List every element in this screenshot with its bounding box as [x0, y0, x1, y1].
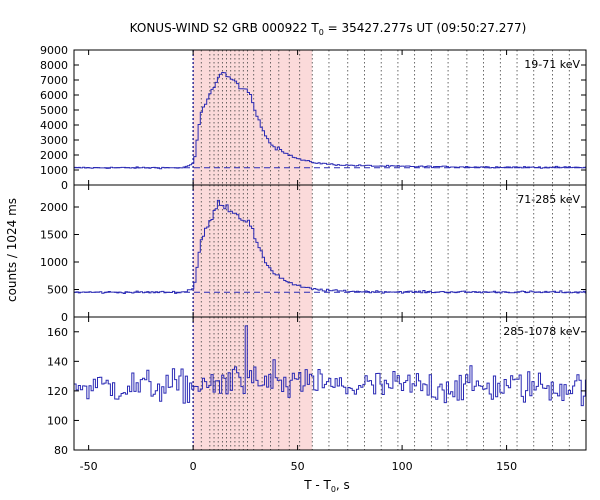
panel-frame — [73, 49, 587, 186]
lightcurve-series — [74, 199, 586, 294]
x-axis-label: T - T0, s — [303, 478, 350, 494]
y-tick-label: 5000 — [40, 104, 68, 117]
x-tick-label: 150 — [496, 460, 517, 473]
lightcurve-series — [74, 325, 586, 407]
y-tick-label: 80 — [54, 444, 68, 457]
y-tick-label: 0 — [61, 311, 68, 324]
panel-frame — [73, 316, 587, 451]
y-tick-label: 9000 — [40, 44, 68, 57]
y-tick-label: 160 — [47, 326, 68, 339]
y-tick-label: 2000 — [40, 201, 68, 214]
y-tick-label: 1500 — [40, 229, 68, 242]
panel-3: 80 100 120 140 160 285-1078 keV — [47, 316, 587, 457]
y-axis-label: counts / 1024 ms — [5, 198, 19, 302]
y-tick-label: 6000 — [40, 89, 68, 102]
y-tick-label: 120 — [47, 385, 68, 398]
y-tick-label: 140 — [47, 355, 68, 368]
shaded-interval — [193, 185, 313, 317]
chart-title: KONUS-WIND S2 GRB 000922 T0 = 35427.277s… — [130, 21, 527, 37]
panel-frame — [73, 184, 587, 318]
y-tick-label: 100 — [47, 414, 68, 427]
plot-layer: 010002000300040005000600070008000900019-… — [40, 44, 587, 473]
y-tick-label: 4000 — [40, 119, 68, 132]
y-tick-label: 1000 — [40, 164, 68, 177]
y-tick-label: 0 — [61, 179, 68, 192]
lightcurve-series — [74, 72, 586, 170]
y-tick-label: 3000 — [40, 134, 68, 147]
y-tick-label: 500 — [47, 284, 68, 297]
panel-2: 0 500 1000 1500 2000 71-285 keV — [40, 184, 587, 324]
energy-band-label: 285-1078 keV — [503, 325, 580, 338]
x-tick-label: 50 — [291, 460, 305, 473]
x-tick-label: -50 — [80, 460, 98, 473]
x-tick-label: 0 — [190, 460, 197, 473]
y-tick-label: 7000 — [40, 74, 68, 87]
energy-band-label: 19-71 keV — [524, 58, 580, 71]
shaded-interval — [193, 50, 313, 185]
y-tick-label: 1000 — [40, 256, 68, 269]
panel-1: 0 1000 2000 3000 4000 5000 6000 7000 8000 9000 19-… — [40, 44, 587, 192]
energy-band-label: 71-285 keV — [517, 193, 580, 206]
y-tick-label: 8000 — [40, 59, 68, 72]
y-tick-label: 2000 — [40, 149, 68, 162]
x-tick-label: 100 — [392, 460, 413, 473]
